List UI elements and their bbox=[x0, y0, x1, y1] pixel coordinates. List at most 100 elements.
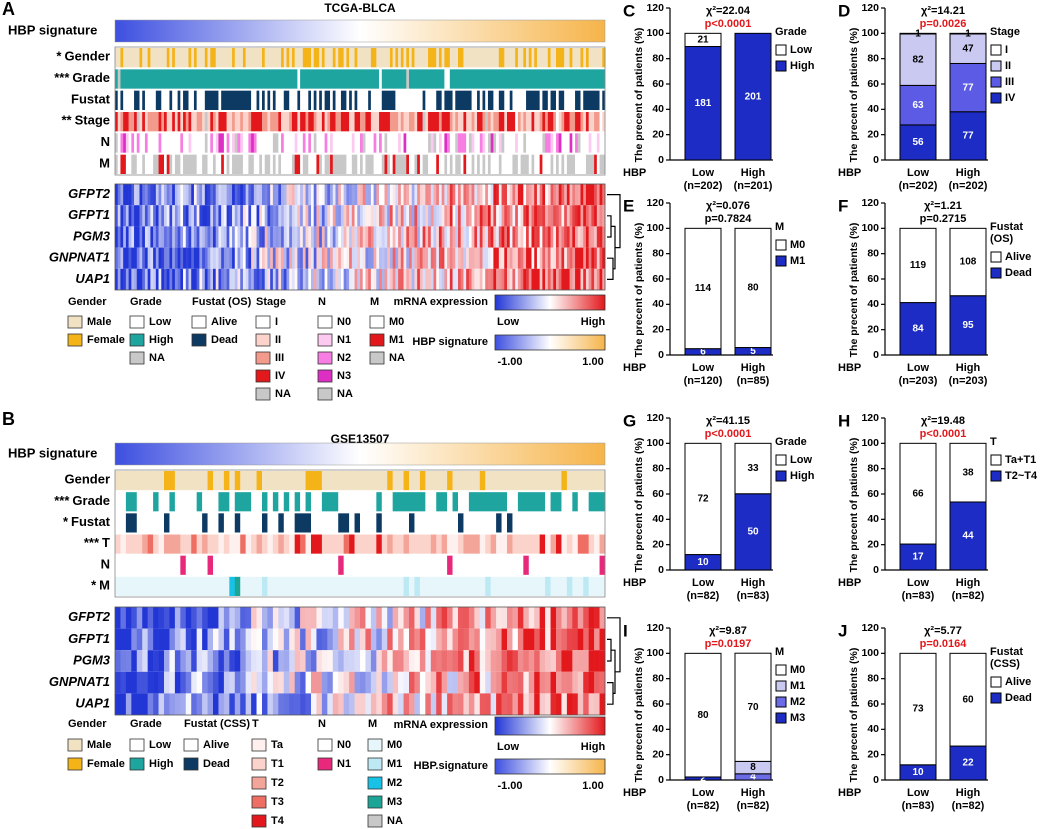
heat-cell bbox=[174, 205, 178, 227]
track-cell bbox=[343, 48, 347, 68]
track-label: Fustat bbox=[71, 92, 111, 107]
track-cell bbox=[501, 133, 505, 153]
heat-cell bbox=[463, 693, 470, 715]
heat-cell bbox=[471, 205, 475, 227]
track-cell bbox=[281, 154, 293, 174]
heat-cell bbox=[204, 226, 208, 248]
heat-cell bbox=[251, 693, 257, 715]
heat-cell bbox=[237, 205, 241, 227]
track-cell bbox=[188, 112, 192, 132]
track-cell bbox=[422, 112, 426, 132]
heat-cell bbox=[223, 268, 227, 290]
track-cell bbox=[438, 112, 442, 132]
heat-cell bbox=[507, 671, 513, 694]
heat-cell bbox=[147, 693, 154, 715]
track-cell bbox=[164, 154, 168, 174]
heat-cell bbox=[340, 184, 344, 206]
legend-label: T2 bbox=[271, 777, 284, 789]
x-tick-note: (n=82) bbox=[687, 590, 720, 602]
track-cell bbox=[599, 154, 606, 174]
y-tick-label: 80 bbox=[652, 52, 664, 64]
legend-label: M2 bbox=[790, 696, 805, 708]
track-cell bbox=[365, 154, 374, 174]
track-cell bbox=[575, 154, 587, 174]
heat-cell bbox=[321, 628, 328, 651]
legend-label: T2~T4 bbox=[1005, 470, 1038, 482]
heat-cell bbox=[218, 607, 225, 629]
heat-cell bbox=[447, 650, 453, 672]
heat-cell bbox=[376, 247, 380, 269]
legend-swatch bbox=[775, 696, 787, 708]
legend-swatch bbox=[251, 795, 267, 809]
heat-cell bbox=[226, 247, 230, 269]
heat-cell bbox=[324, 268, 328, 290]
legend-label: High bbox=[149, 758, 174, 770]
track-cell bbox=[558, 112, 562, 132]
heat-cell bbox=[460, 184, 464, 206]
heat-cell bbox=[501, 247, 505, 269]
legend-label: N1 bbox=[337, 334, 351, 346]
track-frame bbox=[114, 46, 606, 176]
track-cell bbox=[308, 133, 312, 153]
track-cell bbox=[444, 90, 453, 110]
heat-cell bbox=[498, 205, 502, 227]
heat-cell bbox=[599, 268, 603, 290]
y-tick-label: 100 bbox=[861, 27, 879, 39]
panel-letter: H bbox=[838, 411, 850, 430]
track-cell bbox=[256, 90, 260, 110]
heat-cell bbox=[523, 205, 527, 227]
heat-cell bbox=[512, 693, 519, 715]
heat-cell bbox=[332, 693, 339, 715]
value-label: 4 bbox=[750, 772, 756, 783]
heat-cell bbox=[414, 628, 421, 651]
heat-cell bbox=[210, 247, 214, 269]
heat-cell bbox=[468, 268, 472, 290]
heat-cell bbox=[392, 184, 396, 206]
heat-cell bbox=[599, 184, 603, 206]
track-cell bbox=[115, 513, 127, 533]
track-cell bbox=[594, 534, 600, 554]
track-cell bbox=[210, 112, 214, 132]
heat-cell bbox=[545, 671, 551, 694]
heat-cell bbox=[128, 184, 132, 206]
track-cell bbox=[321, 492, 339, 512]
track-cell bbox=[436, 492, 448, 512]
heat-cell bbox=[381, 607, 388, 629]
heat-cell bbox=[471, 184, 475, 206]
panel-letter: E bbox=[623, 196, 634, 215]
heat-cell bbox=[403, 671, 410, 694]
track-cell bbox=[115, 69, 119, 89]
heat-cell bbox=[125, 650, 132, 672]
heat-cell bbox=[297, 226, 301, 248]
heat-cell bbox=[466, 226, 470, 248]
track-cell bbox=[501, 154, 513, 174]
heat-cell bbox=[251, 205, 255, 227]
heat-cell bbox=[229, 226, 233, 248]
heat-cell bbox=[490, 226, 494, 248]
heat-cell bbox=[482, 247, 486, 269]
track-cell bbox=[547, 48, 551, 68]
heat-cell bbox=[256, 205, 260, 227]
heat-cell bbox=[319, 205, 323, 227]
heat-cell bbox=[144, 205, 148, 227]
heat-cell bbox=[419, 607, 426, 629]
heat-frame bbox=[114, 606, 606, 716]
heat-cell bbox=[550, 693, 557, 715]
track-cell bbox=[419, 471, 426, 491]
heat-cell bbox=[229, 184, 233, 206]
heat-cell bbox=[517, 247, 521, 269]
value-label: 73 bbox=[912, 704, 924, 715]
heat-cell bbox=[536, 184, 540, 206]
heat-cell bbox=[191, 184, 195, 206]
heat-cell bbox=[289, 693, 295, 715]
track-label: * M bbox=[91, 578, 110, 593]
track-cell bbox=[436, 154, 440, 174]
track-cell bbox=[218, 534, 225, 554]
heat-cell bbox=[436, 671, 442, 694]
track-cell bbox=[507, 492, 519, 512]
heat-cell bbox=[447, 693, 453, 715]
heat-cell bbox=[566, 226, 570, 248]
track-cell bbox=[223, 133, 227, 153]
heat-cell bbox=[128, 205, 132, 227]
gene-label: UAP1 bbox=[75, 271, 110, 286]
